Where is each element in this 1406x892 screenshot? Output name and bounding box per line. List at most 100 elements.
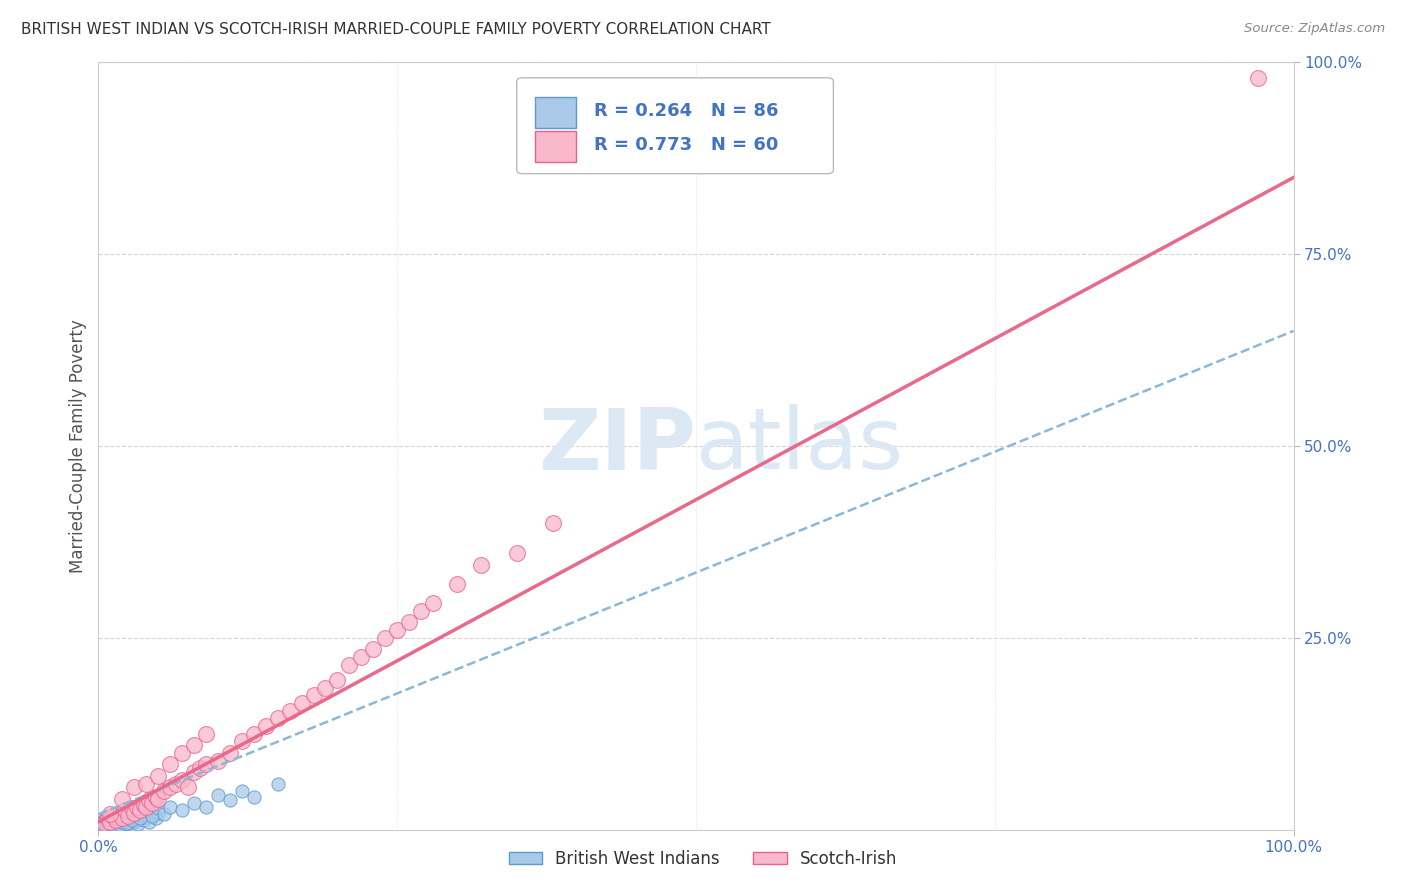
Point — [422, 596, 444, 610]
Point — [267, 711, 290, 725]
Point — [339, 657, 361, 672]
Point — [411, 604, 433, 618]
Point — [98, 810, 121, 824]
Point — [91, 814, 114, 829]
Point — [183, 796, 205, 810]
Point — [145, 811, 167, 825]
Point — [104, 816, 127, 830]
Point — [148, 769, 170, 783]
Text: R = 0.773   N = 60: R = 0.773 N = 60 — [595, 136, 779, 154]
Point — [107, 816, 129, 830]
Point — [114, 812, 136, 826]
Point — [291, 696, 314, 710]
Point — [98, 807, 122, 822]
FancyBboxPatch shape — [517, 78, 834, 174]
Point — [98, 815, 122, 830]
Point — [96, 814, 118, 829]
Point — [172, 746, 194, 760]
Point — [267, 776, 290, 790]
Point — [98, 809, 122, 823]
Point — [100, 819, 122, 833]
Point — [1247, 70, 1270, 85]
Text: ZIP: ZIP — [538, 404, 696, 488]
Point — [91, 816, 114, 830]
Point — [148, 792, 170, 806]
Point — [107, 810, 129, 824]
Point — [115, 815, 138, 830]
Point — [470, 558, 492, 572]
Point — [243, 790, 266, 805]
Point — [188, 761, 211, 775]
Point — [278, 704, 301, 718]
Point — [117, 814, 139, 828]
Point — [148, 801, 170, 815]
Point — [91, 819, 114, 833]
Point — [124, 814, 146, 829]
Point — [132, 814, 155, 828]
Point — [91, 821, 114, 835]
FancyBboxPatch shape — [534, 97, 576, 128]
Point — [97, 811, 120, 825]
Point — [111, 811, 134, 825]
Point — [90, 819, 112, 833]
Point — [138, 793, 160, 807]
Point — [135, 810, 157, 824]
Point — [506, 546, 529, 560]
Text: BRITISH WEST INDIAN VS SCOTCH-IRISH MARRIED-COUPLE FAMILY POVERTY CORRELATION CH: BRITISH WEST INDIAN VS SCOTCH-IRISH MARR… — [21, 22, 770, 37]
Point — [135, 799, 157, 814]
Point — [104, 810, 127, 824]
Point — [302, 689, 325, 703]
Point — [101, 817, 124, 831]
Point — [153, 807, 176, 822]
Point — [93, 816, 115, 830]
Point — [107, 817, 129, 831]
Point — [129, 809, 152, 823]
Point — [111, 792, 134, 806]
Point — [231, 784, 253, 798]
Point — [101, 809, 124, 823]
Point — [135, 804, 157, 818]
Point — [108, 818, 131, 832]
Point — [98, 816, 121, 830]
Point — [97, 818, 120, 832]
Point — [148, 805, 170, 820]
Point — [107, 814, 129, 829]
Point — [177, 780, 200, 795]
Point — [121, 814, 143, 828]
Text: atlas: atlas — [696, 404, 904, 488]
Point — [93, 819, 115, 833]
Point — [118, 809, 141, 823]
Point — [100, 812, 122, 826]
Point — [385, 623, 409, 637]
Point — [114, 812, 136, 826]
Text: R = 0.264   N = 86: R = 0.264 N = 86 — [595, 102, 779, 120]
Point — [103, 814, 125, 829]
Point — [101, 817, 124, 831]
Point — [326, 673, 349, 687]
Point — [105, 814, 128, 828]
Y-axis label: Married-Couple Family Poverty: Married-Couple Family Poverty — [69, 319, 87, 573]
Point — [97, 818, 120, 832]
Point — [135, 776, 157, 790]
Point — [108, 807, 131, 822]
Point — [115, 815, 138, 830]
Point — [132, 797, 155, 812]
Point — [315, 681, 337, 695]
Point — [114, 804, 136, 818]
Point — [138, 814, 160, 829]
Point — [219, 746, 242, 760]
Point — [108, 816, 131, 830]
Point — [94, 820, 117, 834]
Point — [398, 615, 420, 630]
Point — [121, 811, 143, 825]
Point — [105, 820, 128, 834]
Point — [159, 780, 181, 795]
Point — [153, 784, 176, 798]
Legend: British West Indians, Scotch-Irish: British West Indians, Scotch-Irish — [502, 844, 904, 875]
Point — [117, 809, 139, 823]
Point — [94, 817, 117, 831]
Point — [105, 813, 128, 827]
Point — [350, 649, 373, 664]
Point — [145, 790, 167, 805]
Point — [159, 799, 181, 814]
